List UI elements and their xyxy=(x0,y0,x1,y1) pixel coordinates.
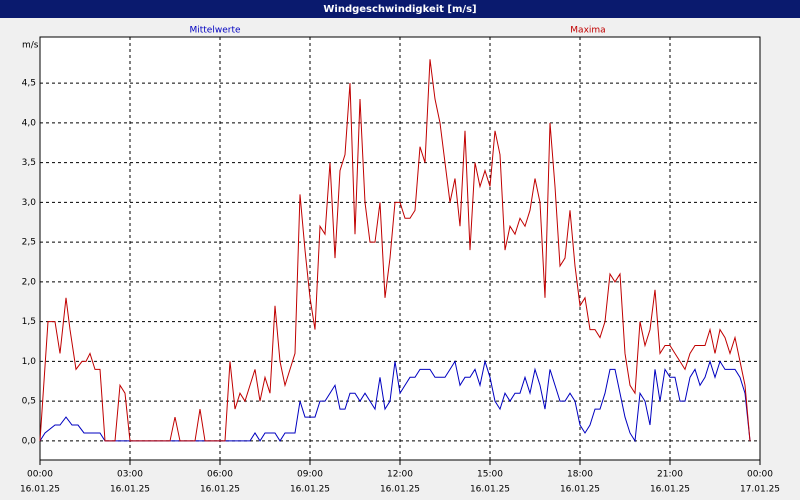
x-tick-label: 06:00 xyxy=(207,470,233,480)
series-line xyxy=(39,359,751,443)
y-tick-label: 1,0 xyxy=(22,357,37,367)
series-line xyxy=(39,59,751,442)
x-tick-date: 16.01.25 xyxy=(560,485,600,495)
x-tick-date: 16.01.25 xyxy=(200,485,240,495)
x-tick-date: 17.01.25 xyxy=(740,485,780,495)
x-tick-label: 00:00 xyxy=(27,470,53,480)
legend-entry: Mittelwerte xyxy=(189,26,240,36)
x-tick-date: 16.01.25 xyxy=(20,485,60,495)
x-tick-date: 16.01.25 xyxy=(290,485,330,495)
y-tick-label: 0,5 xyxy=(22,397,36,407)
y-axis-label: m/s xyxy=(22,41,39,51)
x-tick-date: 16.01.25 xyxy=(380,485,420,495)
x-tick-date: 16.01.25 xyxy=(650,485,690,495)
title-bar xyxy=(0,0,800,18)
chart-title: Windgeschwindigkeit [m/s] xyxy=(323,4,476,15)
x-tick-date: 16.01.25 xyxy=(110,485,150,495)
x-tick-label: 21:00 xyxy=(657,470,683,480)
y-tick-label: 0,0 xyxy=(22,436,37,446)
y-tick-label: 4,5 xyxy=(22,79,36,89)
y-tick-label: 2,0 xyxy=(22,277,37,287)
y-tick-label: 3,5 xyxy=(22,158,36,168)
x-tick-date: 16.01.25 xyxy=(470,485,510,495)
x-tick-label: 03:00 xyxy=(117,470,143,480)
x-tick-label: 00:00 xyxy=(747,470,773,480)
x-tick-label: 15:00 xyxy=(477,470,503,480)
y-tick-label: 4,0 xyxy=(22,118,37,128)
y-tick-label: 2,5 xyxy=(22,238,36,248)
x-tick-label: 09:00 xyxy=(297,470,323,480)
y-tick-label: 3,0 xyxy=(22,198,37,208)
legend-entry: Maxima xyxy=(570,26,605,36)
x-tick-label: 12:00 xyxy=(387,470,413,480)
y-tick-label: 1,5 xyxy=(22,317,36,327)
x-tick-label: 18:00 xyxy=(567,470,593,480)
